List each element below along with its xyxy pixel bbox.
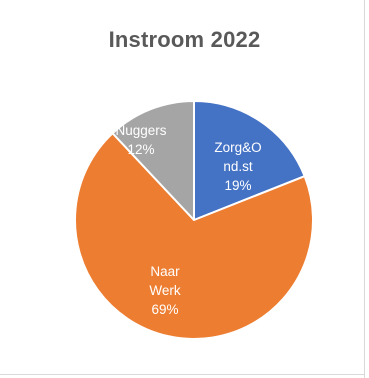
pie-slice-name: Naar (150, 264, 180, 279)
pie-labels: Zorg&O nd.st 19% Naar Werk 69% Nuggers 12% (115, 123, 261, 317)
pie-slices (74, 100, 314, 340)
pie-slice-percent: 69% (151, 302, 178, 317)
pie-slice-0 (193, 100, 306, 221)
chart-border-right (364, 0, 365, 378)
pie-slice-2 (111, 100, 195, 221)
chart-title: Instroom 2022 (108, 27, 261, 52)
pie-slice-label-1: Naar Werk 69% (149, 264, 181, 317)
pie-slice-label-2: Nuggers 12% (115, 123, 166, 157)
pie-slice-name: Nuggers (115, 123, 166, 138)
pie-slice-name: Werk (149, 283, 181, 298)
pie-slice-percent: 19% (224, 178, 251, 193)
pie-slice-name: Zorg&O (214, 140, 261, 155)
pie-slice-name: nd.st (223, 159, 253, 174)
pie-slice-1 (74, 132, 314, 340)
pie-slice-percent: 12% (127, 142, 154, 157)
chart-border-bottom (0, 374, 365, 375)
pie-slice-label-0: Zorg&O nd.st 19% (214, 140, 261, 193)
